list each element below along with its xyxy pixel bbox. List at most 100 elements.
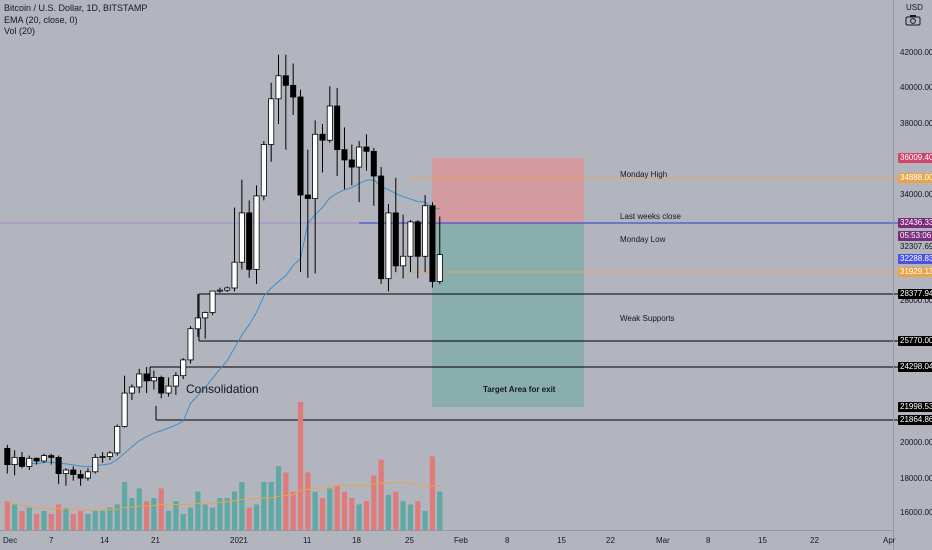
volume-bar[interactable]	[114, 504, 120, 530]
volume-bar[interactable]	[231, 491, 238, 530]
candle-body[interactable]	[158, 377, 165, 394]
volume-bar[interactable]	[422, 510, 428, 530]
candle-body[interactable]	[172, 375, 179, 387]
price-tag[interactable]: 32307.69	[898, 242, 932, 252]
candle-body[interactable]	[165, 385, 172, 394]
volume-bar[interactable]	[253, 504, 260, 530]
candle-body[interactable]	[282, 75, 289, 86]
candle-body[interactable]	[385, 212, 392, 280]
ema-line[interactable]	[7, 179, 440, 468]
volume-bar[interactable]	[224, 498, 230, 530]
target-zone[interactable]	[432, 223, 584, 407]
volume-bar[interactable]	[209, 507, 216, 530]
candle-body[interactable]	[18, 456, 25, 467]
candle-body[interactable]	[370, 150, 377, 177]
price-tag[interactable]: 21998.53	[898, 402, 932, 412]
ema-indicator-label[interactable]: EMA (20, close, 0)	[4, 14, 78, 25]
candle-body[interactable]	[275, 75, 282, 100]
volume-bar[interactable]	[85, 514, 91, 530]
price-tag[interactable]: 28377.94	[898, 289, 932, 299]
volume-bar[interactable]	[378, 459, 384, 530]
volume-bar[interactable]	[19, 510, 25, 530]
volume-bar[interactable]	[48, 514, 54, 530]
candle-body[interactable]	[429, 205, 436, 282]
candle-body[interactable]	[92, 456, 99, 473]
candle-body[interactable]	[99, 456, 106, 458]
volume-ma-line[interactable]	[7, 481, 440, 511]
volume-bar[interactable]	[312, 491, 318, 530]
volume-bar[interactable]	[268, 482, 274, 530]
volume-indicator-label[interactable]: Vol (20)	[4, 26, 36, 36]
candle-body[interactable]	[392, 212, 399, 267]
candle-body[interactable]	[253, 195, 260, 270]
candle-body[interactable]	[48, 455, 55, 458]
candle-body[interactable]	[260, 144, 267, 197]
candle-body[interactable]	[216, 289, 223, 292]
volume-bar[interactable]	[78, 510, 84, 530]
price-tag[interactable]: 25770.00	[898, 336, 932, 346]
candle-body[interactable]	[422, 205, 429, 257]
candle-body[interactable]	[436, 254, 443, 282]
camera-icon[interactable]	[905, 14, 921, 26]
volume-bar[interactable]	[437, 491, 443, 530]
candle-body[interactable]	[26, 457, 33, 467]
candle-body[interactable]	[121, 392, 128, 427]
volume-bar[interactable]	[283, 472, 289, 530]
candle-body[interactable]	[246, 212, 253, 270]
candle-body[interactable]	[348, 159, 355, 168]
volume-bar[interactable]	[371, 475, 377, 530]
candle-body[interactable]	[304, 194, 311, 199]
candle-body[interactable]	[290, 84, 297, 98]
volume-bar[interactable]	[187, 507, 194, 530]
volume-bar[interactable]	[305, 472, 311, 530]
candle-body[interactable]	[187, 328, 194, 361]
volume-bar[interactable]	[319, 498, 326, 530]
candle-body[interactable]	[40, 455, 47, 462]
candle-body[interactable]	[326, 105, 333, 141]
volume-bar[interactable]	[341, 491, 348, 530]
volume-bar[interactable]	[165, 510, 172, 530]
volume-bar[interactable]	[34, 514, 40, 530]
volume-bar[interactable]	[429, 456, 436, 530]
candle-body[interactable]	[143, 373, 150, 382]
candle-body[interactable]	[136, 373, 143, 388]
volume-bar[interactable]	[121, 482, 128, 530]
volume-bar[interactable]	[385, 494, 392, 530]
currency-label[interactable]: USD	[906, 3, 923, 12]
candle-body[interactable]	[128, 386, 135, 394]
volume-bar[interactable]	[180, 514, 186, 530]
candle-body[interactable]	[55, 456, 62, 474]
candle-body[interactable]	[231, 261, 238, 289]
candle-body[interactable]	[400, 255, 407, 267]
candle-body[interactable]	[363, 146, 370, 152]
volume-bar[interactable]	[195, 491, 201, 530]
volume-bar[interactable]	[41, 510, 47, 530]
volume-bar[interactable]	[415, 501, 421, 530]
volume-bar[interactable]	[92, 510, 98, 530]
price-tag[interactable]: 34888.00	[898, 173, 932, 183]
candle-body[interactable]	[224, 287, 231, 291]
volume-bar[interactable]	[63, 507, 69, 530]
candle-body[interactable]	[114, 425, 121, 454]
volume-bar[interactable]	[158, 488, 164, 530]
candle-body[interactable]	[334, 105, 341, 151]
volume-bar[interactable]	[290, 491, 296, 530]
price-tag[interactable]: 32288.83	[898, 254, 932, 264]
candle-body[interactable]	[378, 175, 385, 280]
volume-bar[interactable]	[70, 514, 76, 530]
volume-bar[interactable]	[407, 504, 414, 530]
volume-bar[interactable]	[261, 482, 267, 530]
price-tag[interactable]: 05:53:06	[898, 231, 932, 241]
volume-bar[interactable]	[356, 504, 362, 530]
candle-body[interactable]	[268, 98, 275, 145]
volume-bar[interactable]	[99, 510, 106, 530]
candle-body[interactable]	[70, 469, 77, 475]
price-tag[interactable]: 36009.40	[898, 153, 932, 163]
candle-body[interactable]	[356, 146, 363, 168]
volume-bar[interactable]	[107, 507, 113, 530]
volume-bar[interactable]	[334, 485, 340, 530]
candle-body[interactable]	[202, 312, 209, 319]
candle-body[interactable]	[312, 133, 319, 199]
volume-bar[interactable]	[4, 501, 10, 530]
